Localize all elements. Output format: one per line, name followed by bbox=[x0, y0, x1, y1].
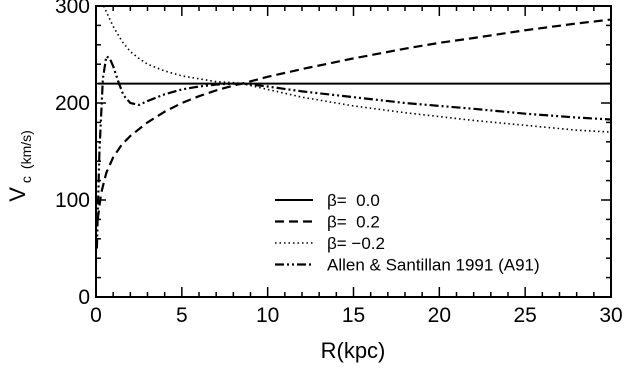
x-tick-label: 5 bbox=[176, 304, 188, 327]
series-line-3 bbox=[96, 55, 611, 249]
y-tick-label: 100 bbox=[55, 189, 90, 212]
x-tick-label: 0 bbox=[90, 304, 102, 327]
legend: β= 0.0 β= 0.2 β= −0.2 Allen & Santillan 199… bbox=[275, 191, 540, 275]
axis-ticks bbox=[95, 5, 612, 298]
x-tick-label: 30 bbox=[599, 304, 622, 327]
series-line-2 bbox=[102, 6, 611, 133]
legend-label-2: β= −0.2 bbox=[327, 234, 385, 253]
legend-label-0: β= 0.0 bbox=[327, 191, 380, 210]
x-axis-title: R(kpc) bbox=[321, 338, 386, 363]
data-series bbox=[96, 6, 611, 249]
y-tick-label: 300 bbox=[55, 0, 90, 18]
y-axis-title-main: V bbox=[5, 187, 30, 202]
plot-frame bbox=[95, 5, 612, 298]
y-tick-label: 0 bbox=[78, 286, 90, 309]
y-axis-title: V c (km/s) bbox=[5, 130, 35, 202]
y-axis-title-sub: c bbox=[18, 176, 34, 183]
x-tick-label: 15 bbox=[342, 304, 365, 327]
series-line-1 bbox=[96, 18, 611, 220]
svg-text:V c (km/s): V c (km/s) bbox=[5, 130, 35, 202]
x-tick-label: 20 bbox=[428, 304, 451, 327]
legend-label-3: Allen & Santillan 1991 (A91) bbox=[327, 256, 540, 275]
y-axis-title-unit: (km/s) bbox=[18, 130, 34, 169]
legend-label-1: β= 0.2 bbox=[327, 213, 380, 232]
y-tick-label: 200 bbox=[55, 92, 90, 115]
x-tick-label: 10 bbox=[256, 304, 279, 327]
x-tick-label: 25 bbox=[513, 304, 536, 327]
